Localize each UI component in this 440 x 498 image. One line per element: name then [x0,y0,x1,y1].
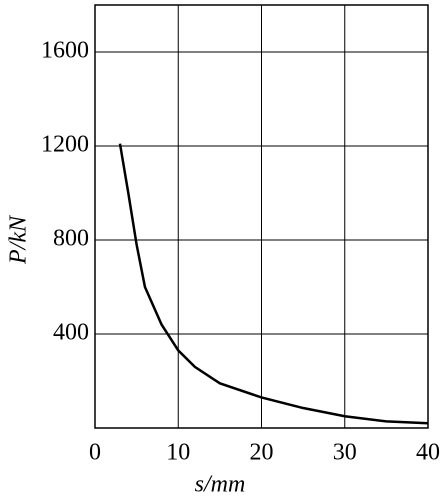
y-tick-label: 1200 [41,132,89,158]
y-tick-label: 1600 [41,38,89,64]
line [118,143,429,425]
x-tick-label: 40 [416,440,440,466]
x-tick-label: 20 [250,440,274,466]
y-axis-label: P/kN [6,214,32,265]
x-axis-label: s/mm [195,472,246,498]
x-tick-label: 30 [333,440,357,466]
y-tick-label: 400 [53,320,89,346]
y-tick-label: 800 [53,226,89,252]
x-tick-label: 0 [89,440,101,466]
plot-frame [94,4,429,429]
x-tick-label: 10 [166,440,190,466]
